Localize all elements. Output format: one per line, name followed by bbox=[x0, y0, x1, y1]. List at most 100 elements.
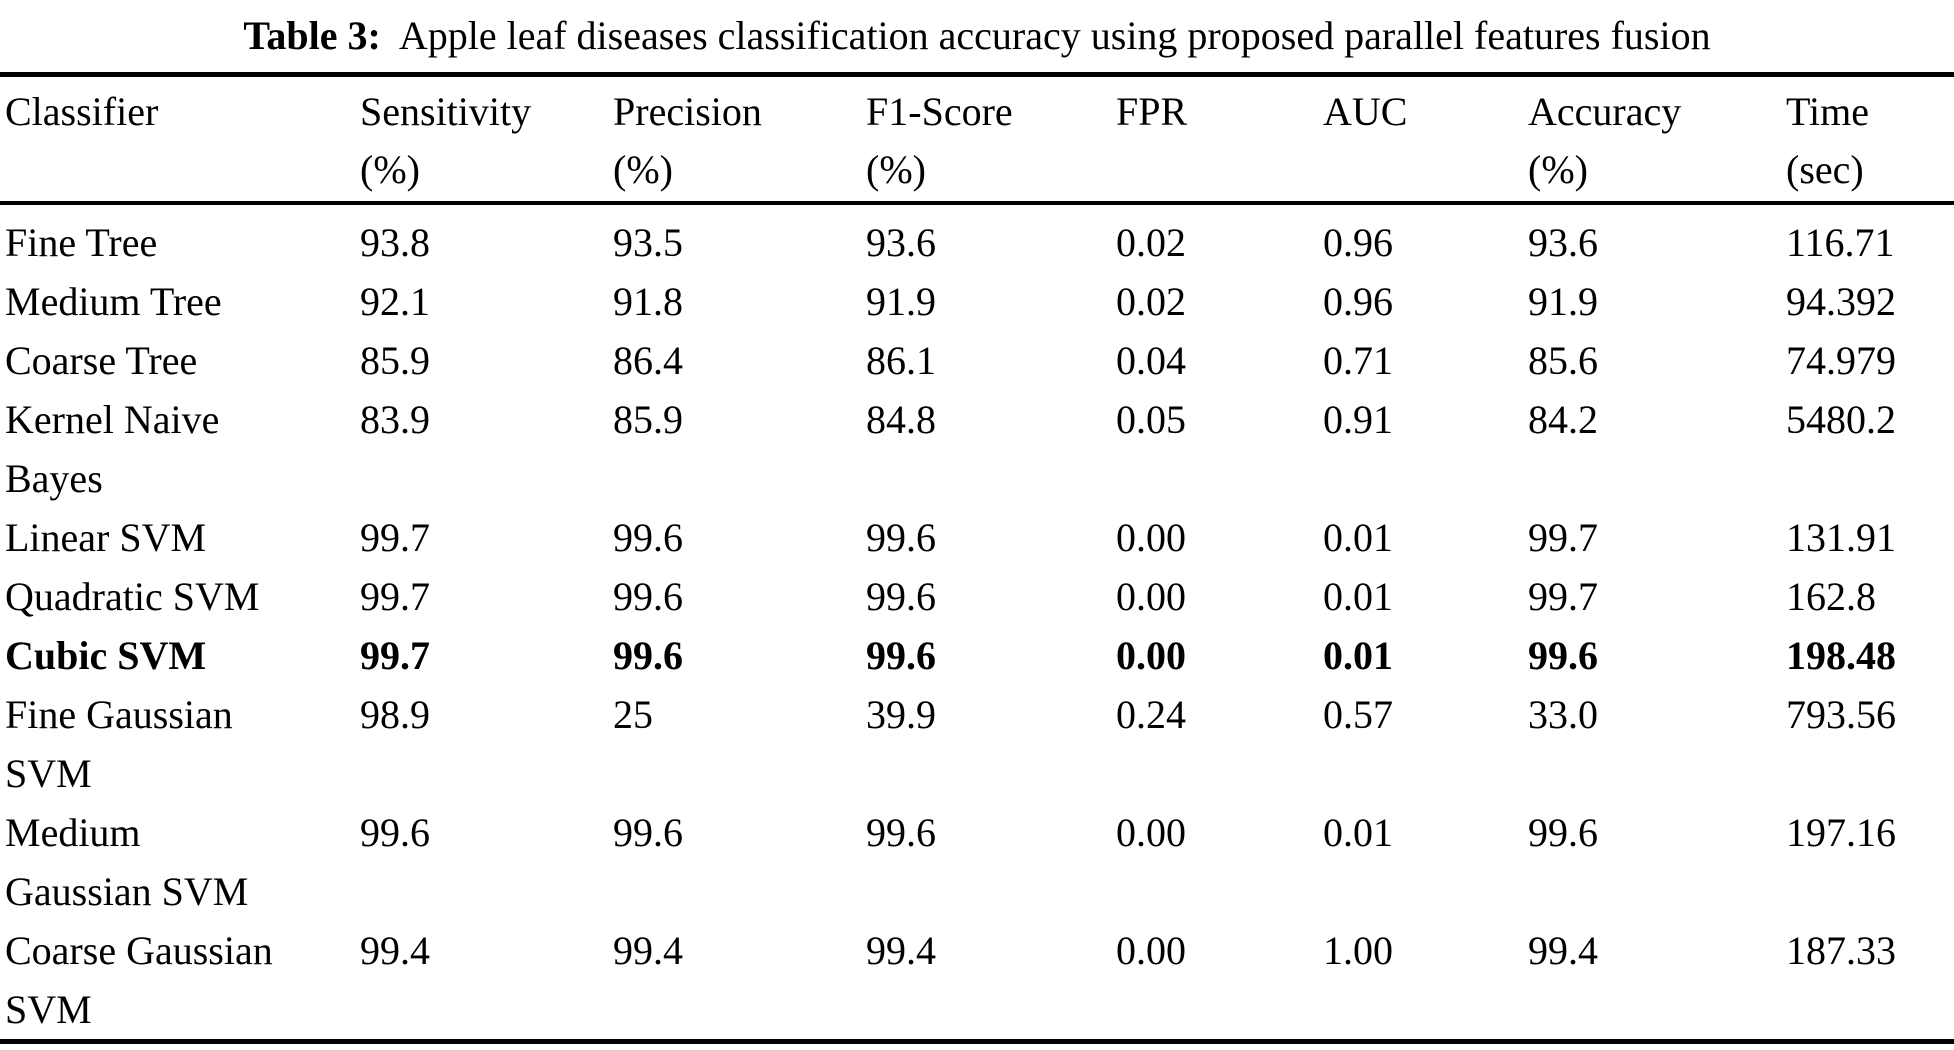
column-header-classifier: Classifier bbox=[0, 74, 360, 205]
cell-accuracy: 99.7 bbox=[1528, 515, 1598, 560]
column-header-unit: (%) bbox=[613, 147, 673, 192]
table-row: Kernel Naive Bayes 83.9 85.9 84.8 0.05 0.91 84… bbox=[0, 390, 1954, 508]
column-header-precision: Precision (%) bbox=[613, 74, 866, 205]
cell-fpr: 0.00 bbox=[1116, 810, 1186, 855]
cell-f1_score: 99.6 bbox=[866, 574, 936, 619]
cell-classifier: Quadratic SVM bbox=[5, 574, 260, 619]
column-header-fpr: FPR bbox=[1116, 74, 1323, 205]
column-header-label: Sensitivity bbox=[360, 89, 532, 134]
cell-f1_score: 84.8 bbox=[866, 397, 936, 442]
cell-time: 197.16 bbox=[1786, 810, 1896, 855]
cell-time: 94.392 bbox=[1786, 279, 1896, 324]
cell-fpr: 0.24 bbox=[1116, 692, 1186, 737]
cell-accuracy: 84.2 bbox=[1528, 397, 1598, 442]
cell-time: 793.56 bbox=[1786, 692, 1896, 737]
cell-precision: 25 bbox=[613, 692, 653, 737]
cell-classifier: Linear SVM bbox=[5, 515, 207, 560]
cell-accuracy: 99.7 bbox=[1528, 574, 1598, 619]
cell-sensitivity: 92.1 bbox=[360, 279, 430, 324]
cell-classifier: Coarse Gaussian SVM bbox=[5, 928, 273, 1032]
cell-accuracy: 85.6 bbox=[1528, 338, 1598, 383]
column-header-auc: AUC bbox=[1323, 74, 1528, 205]
cell-auc: 1.00 bbox=[1323, 928, 1393, 973]
column-header-label: Classifier bbox=[5, 89, 159, 134]
cell-sensitivity: 85.9 bbox=[360, 338, 430, 383]
cell-sensitivity: 99.7 bbox=[360, 633, 430, 678]
results-table: Classifier Sensitivity (%) Precision (%) F1-S… bbox=[0, 72, 1954, 1044]
cell-auc: 0.01 bbox=[1323, 574, 1393, 619]
cell-accuracy: 91.9 bbox=[1528, 279, 1598, 324]
cell-auc: 0.96 bbox=[1323, 279, 1393, 324]
cell-accuracy: 99.6 bbox=[1528, 633, 1598, 678]
cell-auc: 0.91 bbox=[1323, 397, 1393, 442]
cell-precision: 91.8 bbox=[613, 279, 683, 324]
cell-sensitivity: 99.4 bbox=[360, 928, 430, 973]
cell-precision: 99.6 bbox=[613, 633, 683, 678]
table-row: Cubic SVM 99.7 99.6 99.6 0.00 0.01 99.6 198.48 bbox=[0, 626, 1954, 685]
cell-f1_score: 86.1 bbox=[866, 338, 936, 383]
table-row: Fine Tree 93.8 93.5 93.6 0.02 0.96 93.6 116.71 bbox=[0, 203, 1954, 272]
column-header-f1_score: F1-Score (%) bbox=[866, 74, 1116, 205]
cell-classifier: Kernel Naive Bayes bbox=[5, 397, 220, 501]
column-header-label: Accuracy bbox=[1528, 89, 1682, 134]
table-row: Medium Gaussian SVM 99.6 99.6 99.6 0.00 0.01 9… bbox=[0, 803, 1954, 921]
cell-precision: 99.4 bbox=[613, 928, 683, 973]
table-body: Fine Tree 93.8 93.5 93.6 0.02 0.96 93.6 116.71 M… bbox=[0, 203, 1954, 1042]
column-header-label: FPR bbox=[1116, 89, 1188, 134]
cell-fpr: 0.00 bbox=[1116, 633, 1186, 678]
column-header-sensitivity: Sensitivity (%) bbox=[360, 74, 613, 205]
column-header-unit: (%) bbox=[866, 147, 926, 192]
table-row: Quadratic SVM 99.7 99.6 99.6 0.00 0.01 99.7 162… bbox=[0, 567, 1954, 626]
cell-accuracy: 93.6 bbox=[1528, 220, 1598, 265]
cell-fpr: 0.02 bbox=[1116, 279, 1186, 324]
cell-fpr: 0.00 bbox=[1116, 928, 1186, 973]
header-row: Classifier Sensitivity (%) Precision (%) F1-S… bbox=[0, 74, 1954, 205]
cell-precision: 99.6 bbox=[613, 515, 683, 560]
cell-f1_score: 91.9 bbox=[866, 279, 936, 324]
table-caption-number: Table 3: bbox=[243, 13, 381, 58]
cell-classifier: Medium Tree bbox=[5, 279, 222, 324]
cell-precision: 86.4 bbox=[613, 338, 683, 383]
cell-classifier: Medium Gaussian SVM bbox=[5, 810, 249, 914]
cell-precision: 93.5 bbox=[613, 220, 683, 265]
cell-time: 198.48 bbox=[1786, 633, 1896, 678]
table-row: Medium Tree 92.1 91.8 91.9 0.02 0.96 91.9 94.39… bbox=[0, 272, 1954, 331]
cell-auc: 0.57 bbox=[1323, 692, 1393, 737]
cell-sensitivity: 99.7 bbox=[360, 515, 430, 560]
cell-f1_score: 93.6 bbox=[866, 220, 936, 265]
column-header-label: F1-Score bbox=[866, 89, 1013, 134]
cell-precision: 85.9 bbox=[613, 397, 683, 442]
cell-time: 162.8 bbox=[1786, 574, 1876, 619]
column-header-label: Time bbox=[1786, 89, 1870, 134]
cell-fpr: 0.05 bbox=[1116, 397, 1186, 442]
cell-fpr: 0.00 bbox=[1116, 574, 1186, 619]
cell-auc: 0.71 bbox=[1323, 338, 1393, 383]
table-caption: Table 3: Apple leaf diseases classificati… bbox=[0, 0, 1954, 72]
cell-auc: 0.01 bbox=[1323, 515, 1393, 560]
column-header-unit: (%) bbox=[360, 147, 420, 192]
cell-auc: 0.01 bbox=[1323, 633, 1393, 678]
cell-classifier: Coarse Tree bbox=[5, 338, 198, 383]
cell-classifier: Fine Gaussian SVM bbox=[5, 692, 233, 796]
column-header-accuracy: Accuracy (%) bbox=[1528, 74, 1786, 205]
table-row: Coarse Gaussian SVM 99.4 99.4 99.4 0.00 1.00 9… bbox=[0, 921, 1954, 1042]
column-header-unit: (%) bbox=[1528, 147, 1588, 192]
cell-accuracy: 99.6 bbox=[1528, 810, 1598, 855]
cell-f1_score: 99.6 bbox=[866, 810, 936, 855]
cell-sensitivity: 99.6 bbox=[360, 810, 430, 855]
cell-sensitivity: 93.8 bbox=[360, 220, 430, 265]
cell-fpr: 0.02 bbox=[1116, 220, 1186, 265]
cell-precision: 99.6 bbox=[613, 574, 683, 619]
table-row: Fine Gaussian SVM 98.9 25 39.9 0.24 0.57 33.0 7… bbox=[0, 685, 1954, 803]
column-header-label: Precision bbox=[613, 89, 762, 134]
cell-f1_score: 99.4 bbox=[866, 928, 936, 973]
cell-classifier: Cubic SVM bbox=[5, 633, 207, 678]
cell-sensitivity: 99.7 bbox=[360, 574, 430, 619]
table-header: Classifier Sensitivity (%) Precision (%) F1-S… bbox=[0, 74, 1954, 205]
cell-time: 116.71 bbox=[1786, 220, 1895, 265]
cell-accuracy: 99.4 bbox=[1528, 928, 1598, 973]
cell-fpr: 0.00 bbox=[1116, 515, 1186, 560]
cell-time: 187.33 bbox=[1786, 928, 1896, 973]
cell-auc: 0.96 bbox=[1323, 220, 1393, 265]
